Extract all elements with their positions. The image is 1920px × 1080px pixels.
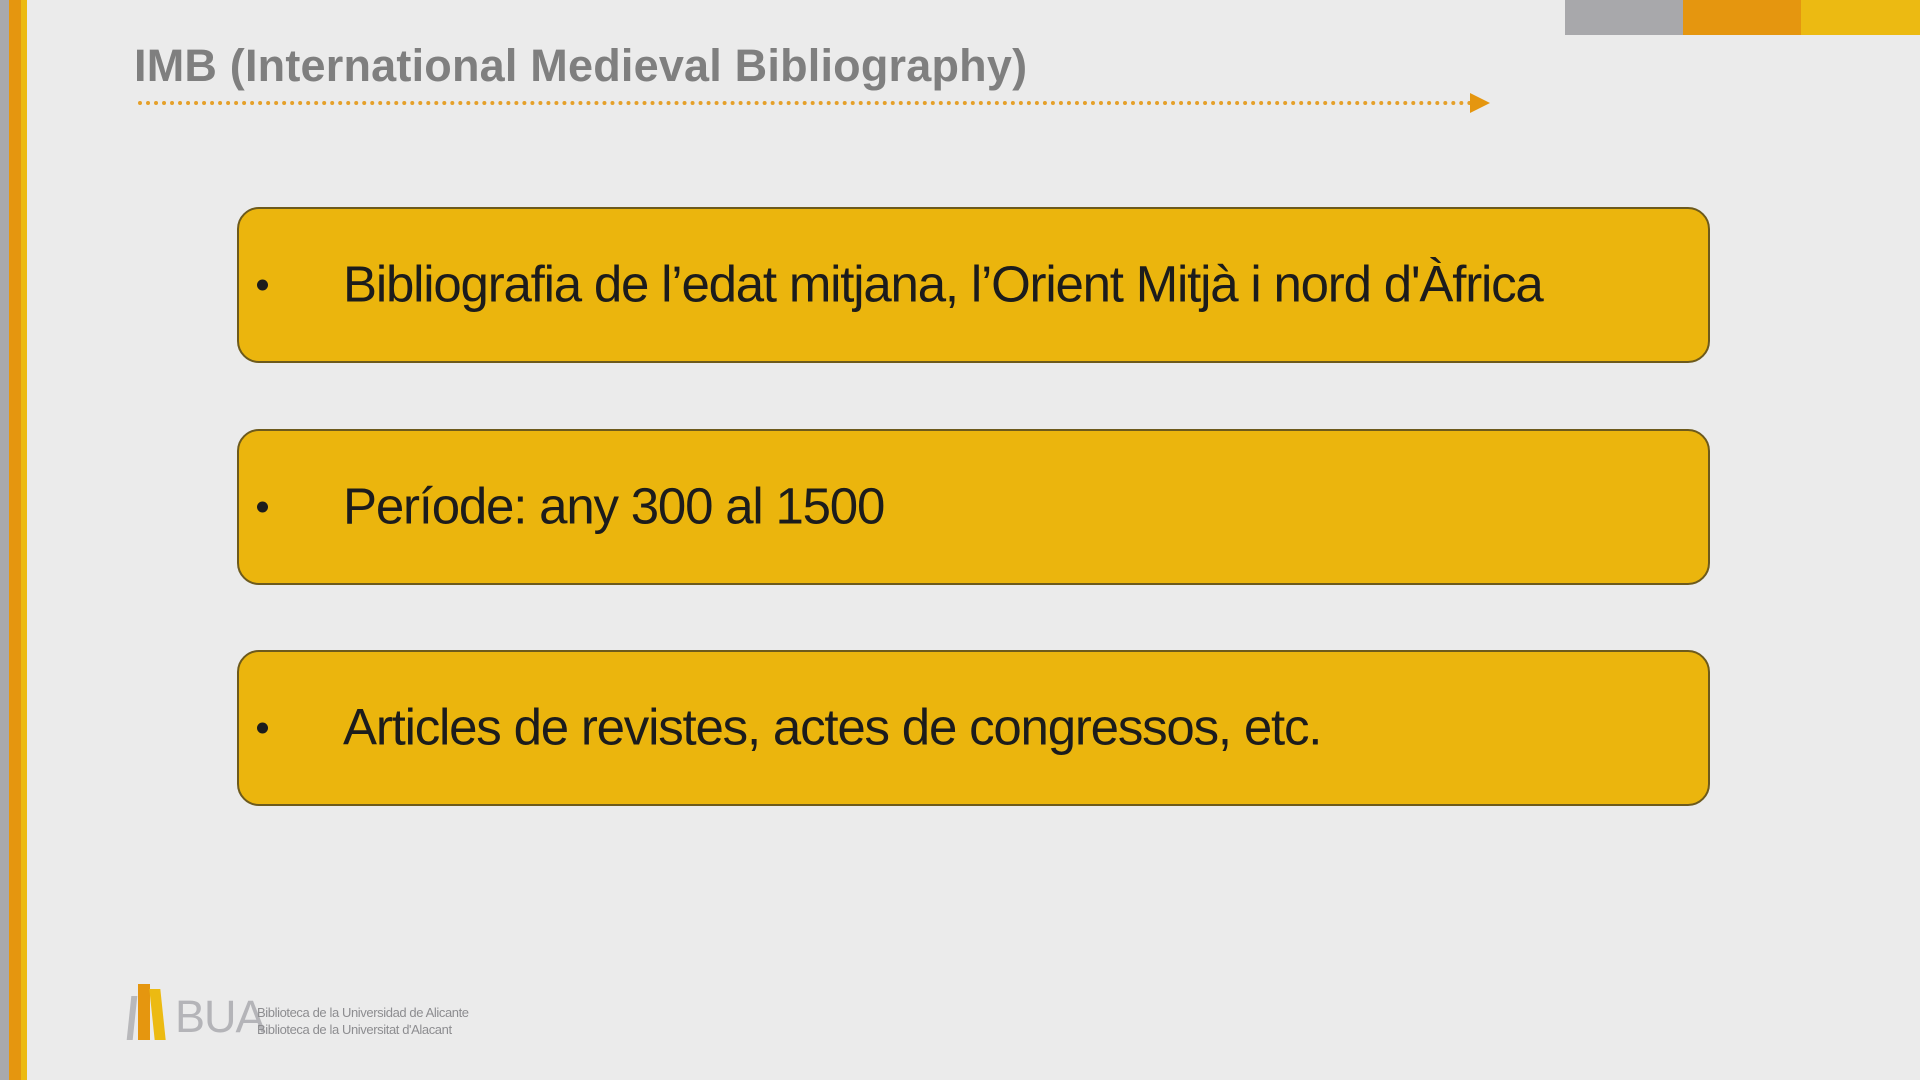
logo-book-orange	[138, 984, 150, 1040]
top-block-gray	[1565, 0, 1683, 35]
slide-title: IMB (International Medieval Bibliography…	[134, 40, 1028, 91]
bullet-box-2: Període: any 300 al 1500	[237, 429, 1710, 585]
bua-logo: BUA Biblioteca de la Universidad de Alic…	[125, 975, 485, 1050]
title-dotted-rule	[138, 101, 1473, 105]
bullet-icon	[257, 722, 268, 734]
bullet-icon	[257, 501, 268, 513]
logo-book-gray	[126, 996, 138, 1040]
bullet-icon	[257, 279, 268, 291]
arrow-right-icon	[1470, 93, 1490, 113]
top-block-yellow	[1801, 0, 1920, 35]
bullet-box-3: Articles de revistes, actes de congresso…	[237, 650, 1710, 806]
logo-book-yellow	[149, 989, 166, 1040]
left-stripe-orange	[9, 0, 21, 1080]
top-block-orange	[1683, 0, 1801, 35]
bullet-text: Període: any 300 al 1500	[343, 477, 885, 535]
logo-line-2: Biblioteca de la Universitat d'Alacant	[257, 1022, 452, 1037]
bullet-text: Bibliografia de l’edat mitjana, l’Orient…	[343, 255, 1544, 313]
logo-mark: BUA	[175, 991, 266, 1042]
left-stripe-gray	[0, 0, 9, 1080]
bullet-box-1: Bibliografia de l’edat mitjana, l’Orient…	[237, 207, 1710, 363]
left-stripe-yellow	[21, 0, 27, 1080]
logo-line-1: Biblioteca de la Universidad de Alicante	[257, 1005, 469, 1020]
bullet-text: Articles de revistes, actes de congresso…	[343, 698, 1322, 756]
